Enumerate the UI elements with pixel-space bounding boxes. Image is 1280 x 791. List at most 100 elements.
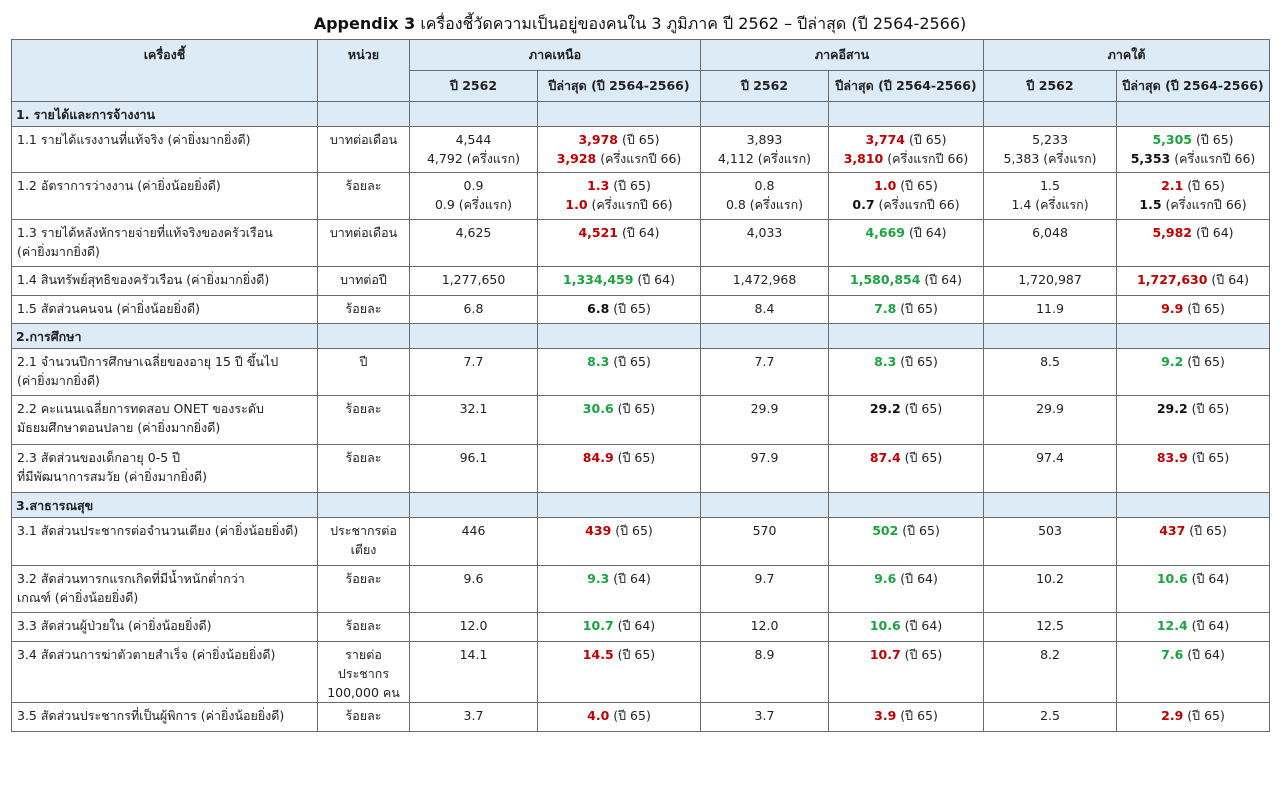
- latest-value-line: 437 (ปี 65): [1121, 521, 1265, 540]
- latest-value-line: 1.0 (ครึ่งแรกปี 66): [542, 195, 696, 214]
- base-value-cell: 8.5: [983, 348, 1118, 396]
- section-title: 3.สาธารณสุข: [11, 492, 318, 518]
- base-value-cell: 3.7: [700, 702, 829, 732]
- latest-value-cell: 9.9 (ปี 65): [1116, 295, 1271, 324]
- latest-value: 5,353: [1130, 151, 1171, 166]
- base-value: 8.5: [1040, 354, 1060, 369]
- indicator-label-line: 2.3 สัดส่วนของเด็กอายุ 0-5 ปี: [17, 450, 181, 465]
- base-value-cell: 96.1: [409, 444, 538, 493]
- latest-value-line: 2.1 (ปี 65): [1121, 176, 1265, 195]
- indicator-label: 2.2 คะแนนเฉลี่ยการทดสอบ ONET ของระดับ มัธ…: [11, 395, 318, 445]
- indicator-label-line: 1.2 อัตราการว่างงาน (ค่ายิ่งน้อยยิ่งดี): [17, 178, 221, 193]
- latest-value-line: 4,521 (ปี 64): [542, 223, 696, 242]
- indicator-label-line: 3.1 สัดส่วนประชากรต่อจำนวนเตียง (ค่ายิ่ง…: [17, 523, 299, 538]
- section-filler-cell: [409, 492, 538, 518]
- base-value: 7.7: [463, 354, 484, 369]
- section-filler-cell: [409, 101, 538, 127]
- latest-period: (ปี 64): [1187, 618, 1230, 633]
- latest-value: 8.3: [874, 354, 897, 369]
- latest-period: (ปี 64): [609, 571, 651, 586]
- latest-period: (ปี 65): [1185, 523, 1227, 538]
- base-value: 0.8 (ครึ่งแรก): [725, 197, 804, 212]
- latest-value: 87.4: [869, 450, 901, 465]
- unit-cell: ร้อยละ: [317, 444, 410, 493]
- indicator-label-line: (ค่ายิ่งมากยิ่งดี): [17, 244, 100, 259]
- latest-value: 1,334,459: [563, 272, 634, 287]
- latest-period: (ครึ่งแรกปี 66): [1170, 151, 1256, 166]
- latest-value-line: 1,727,630 (ปี 64): [1121, 270, 1265, 289]
- base-value-cell: 97.4: [983, 444, 1118, 493]
- base-value-cell: 32.1: [409, 395, 538, 445]
- latest-value-cell: 29.2 (ปี 65): [827, 395, 985, 445]
- unit-cell: บาทต่อเดือน: [317, 126, 410, 173]
- latest-value: 1.3: [587, 178, 610, 193]
- latest-period: (ปี 65): [896, 708, 938, 723]
- latest-value-line: 7.6 (ปี 64): [1121, 645, 1265, 664]
- section-filler-cell: [1116, 323, 1271, 349]
- header-indicator: เครื่องชี้: [11, 39, 318, 102]
- latest-value-line: 439 (ปี 65): [542, 521, 696, 540]
- latest-value-line: 3,928 (ครึ่งแรกปี 66): [542, 149, 696, 168]
- base-value: 9.7: [754, 571, 775, 586]
- base-value: 12.0: [750, 618, 779, 633]
- unit-cell: ร้อยละ: [317, 612, 410, 642]
- indicator-label-line: 1.4 สินทรัพย์สุทธิของครัวเรือน (ค่ายิ่งม…: [17, 272, 270, 287]
- unit-line: ร้อยละ: [345, 618, 382, 633]
- base-value: 0.8: [754, 178, 775, 193]
- latest-period: (ปี 65): [896, 178, 938, 193]
- latest-period: (ปี 64): [1192, 225, 1234, 240]
- section-filler-cell: [700, 323, 829, 349]
- unit-line: ร้อยละ: [345, 450, 382, 465]
- latest-value: 3.9: [874, 708, 897, 723]
- base-value-cell: 7.7: [409, 348, 538, 396]
- latest-period: (ปี 64): [1183, 647, 1225, 662]
- latest-value-line: 14.5 (ปี 65): [542, 645, 696, 664]
- indicator-label-line: มัธยมศึกษาตอนปลาย (ค่ายิ่งมากยิ่งดี): [17, 420, 221, 435]
- latest-value-line: 10.6 (ปี 64): [1121, 569, 1265, 588]
- latest-value-line: 29.2 (ปี 65): [1121, 399, 1265, 418]
- indicator-label: 1.4 สินทรัพย์สุทธิของครัวเรือน (ค่ายิ่งม…: [11, 266, 318, 296]
- latest-value-cell: 3.9 (ปี 65): [827, 702, 985, 732]
- table-row: 1.5 สัดส่วนคนจน (ค่ายิ่งน้อยยิ่งดี) ร้อยล…: [11, 295, 1271, 324]
- indicator-label: 1.5 สัดส่วนคนจน (ค่ายิ่งน้อยยิ่งดี): [11, 295, 318, 324]
- latest-value-cell: 3,774 (ปี 65) 3,810 (ครึ่งแรกปี 66): [827, 126, 985, 173]
- latest-period: (ปี 65): [613, 450, 656, 465]
- latest-value: 6.8: [587, 301, 610, 316]
- latest-value-cell: 4.0 (ปี 65): [537, 702, 701, 732]
- table-row: 2.2 คะแนนเฉลี่ยการทดสอบ ONET ของระดับ มัธ…: [11, 395, 1271, 445]
- latest-value-cell: 8.3 (ปี 65): [827, 348, 985, 396]
- base-value: 570: [752, 523, 777, 538]
- latest-value-line: 9.2 (ปี 65): [1121, 352, 1265, 371]
- table-row: 2.3 สัดส่วนของเด็กอายุ 0-5 ปี ที่มีพัฒนาก…: [11, 444, 1271, 493]
- base-value-cell: 0.8 0.8 (ครึ่งแรก): [700, 172, 829, 220]
- indicator-label-line: 3.5 สัดส่วนประชากรที่เป็นผู้พิการ (ค่ายิ…: [17, 708, 285, 723]
- base-value-cell: 1.5 1.4 (ครึ่งแรก): [983, 172, 1118, 220]
- latest-value: 4,669: [865, 225, 905, 240]
- base-value: 6,048: [1032, 225, 1068, 240]
- latest-value-cell: 7.8 (ปี 65): [827, 295, 985, 324]
- indicator-label-line: 3.4 สัดส่วนการฆ่าตัวตายสำเร็จ (ค่ายิ่งน้…: [17, 647, 276, 662]
- base-value-cell: 7.7: [700, 348, 829, 396]
- latest-value: 2.1: [1161, 178, 1184, 193]
- indicator-label: 3.3 สัดส่วนผู้ป่วยใน (ค่ายิ่งน้อยยิ่งดี): [11, 612, 318, 642]
- latest-value-cell: 1.3 (ปี 65) 1.0 (ครึ่งแรกปี 66): [537, 172, 701, 220]
- indicator-table: เครื่องชี้ หน่วย ภาคเหนือ ภาคอีสาน ภาคใต…: [11, 39, 1271, 732]
- latest-value-cell: 10.6 (ปี 64): [827, 612, 985, 642]
- latest-period: (ปี 65): [900, 401, 943, 416]
- latest-value-cell: 83.9 (ปี 65): [1116, 444, 1271, 493]
- latest-value-line: 7.8 (ปี 65): [833, 299, 979, 318]
- latest-value-cell: 4,669 (ปี 64): [827, 219, 985, 267]
- base-value: 0.9: [463, 178, 484, 193]
- base-value: 10.2: [1036, 571, 1064, 586]
- latest-value-line: 1,334,459 (ปี 64): [542, 270, 696, 289]
- section-filler-cell: [409, 323, 538, 349]
- latest-value: 30.6: [582, 401, 614, 416]
- latest-value-line: 87.4 (ปี 65): [833, 448, 979, 467]
- base-value: 503: [1038, 523, 1062, 538]
- base-value-cell: 9.7: [700, 565, 829, 613]
- latest-value: 1,727,630: [1137, 272, 1208, 287]
- unit-cell: ร้อยละ: [317, 295, 410, 324]
- section-filler-cell: [317, 323, 410, 349]
- latest-value-line: 5,305 (ปี 65): [1121, 130, 1265, 149]
- latest-value: 1,580,854: [850, 272, 921, 287]
